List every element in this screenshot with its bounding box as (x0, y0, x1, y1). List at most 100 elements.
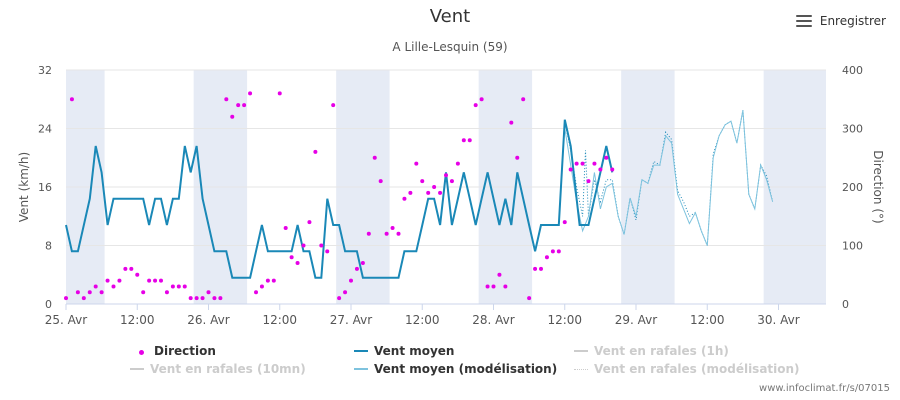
x-tick-label: 25. Avr (45, 313, 88, 327)
series-line-rafales-modelisation (564, 110, 774, 246)
direction-point (93, 284, 98, 289)
y-left-tick-label: 16 (38, 181, 52, 194)
direction-point (230, 114, 235, 119)
x-tick-label: 12:00 (262, 313, 297, 327)
direction-point (248, 91, 253, 96)
legend-label: Vent en rafales (10mn) (150, 362, 306, 376)
direction-point (188, 296, 193, 301)
direction-point (289, 255, 294, 260)
export-menu-label: Enregistrer (819, 14, 886, 28)
y-right-tick-label: 200 (842, 181, 863, 194)
direction-point (384, 231, 389, 236)
chart-title: Vent (429, 6, 471, 27)
direction-point (521, 97, 526, 102)
direction-point (141, 290, 146, 295)
x-tick-label: 28. Avr (472, 313, 515, 327)
legend-item-vent-moyen[interactable]: Vent moyen (354, 344, 454, 358)
series-line-vent-moyen-modelisation (564, 110, 774, 246)
legend-symbol-rafales-1h (574, 350, 588, 352)
direction-point (420, 179, 425, 184)
direction-point (533, 266, 538, 271)
direction-point (123, 266, 128, 271)
direction-point (438, 190, 443, 195)
direction-point (509, 120, 514, 125)
direction-point (366, 231, 371, 236)
direction-point (176, 284, 181, 289)
direction-point (283, 225, 288, 230)
direction-point (194, 296, 199, 301)
direction-point (360, 261, 365, 266)
direction-point (354, 266, 359, 271)
direction-point (586, 179, 591, 184)
direction-point (544, 255, 549, 260)
y-right-tick-label: 100 (842, 240, 863, 253)
direction-point (455, 161, 460, 166)
direction-point (159, 278, 163, 283)
direction-point (580, 161, 585, 166)
direction-point (87, 290, 92, 295)
direction-point (515, 155, 520, 160)
direction-point (473, 103, 478, 108)
direction-point (170, 284, 175, 289)
y-left-axis-title: Vent (km/h) (17, 152, 31, 222)
direction-point (497, 272, 502, 277)
x-tick-label: 12:00 (120, 313, 155, 327)
direction-point (75, 290, 80, 295)
direction-point (449, 179, 454, 184)
chart-subtitle: A Lille-Lesquin (59) (392, 40, 508, 54)
direction-point (610, 167, 615, 172)
x-tick-label: 12:00 (690, 313, 725, 327)
y-left-tick-label: 32 (38, 64, 52, 77)
legend-item-rafales-10mn[interactable]: Vent en rafales (10mn) (130, 362, 306, 376)
y-right-tick-label: 300 (842, 123, 863, 136)
x-tick-label: 27. Avr (330, 313, 373, 327)
direction-point (265, 278, 270, 283)
direction-point (426, 190, 431, 195)
direction-point (562, 220, 567, 225)
legend-symbol-rafales-model (574, 368, 588, 370)
legend-symbol-rafales-10mn (130, 368, 144, 370)
direction-point (164, 290, 169, 295)
direction-point (307, 220, 312, 225)
legend-label: Vent moyen (374, 344, 455, 358)
legend-label: Vent moyen (modélisation) (374, 362, 558, 376)
direction-point (503, 284, 508, 289)
direction-point (271, 278, 276, 283)
direction-point (200, 296, 205, 301)
legend-symbol-vent-moyen (354, 350, 368, 352)
direction-point (153, 278, 158, 283)
legend-item-direction[interactable]: Direction (134, 344, 216, 358)
legend-item-rafales-1h[interactable]: Vent en rafales (1h) (574, 344, 729, 358)
direction-point (592, 161, 597, 166)
direction-point (396, 231, 401, 236)
direction-point (598, 167, 603, 172)
direction-point (242, 103, 247, 108)
legend-item-rafales-model[interactable]: Vent en rafales (modélisation) (574, 362, 800, 376)
direction-point (485, 284, 490, 289)
direction-point (325, 249, 330, 254)
direction-point (301, 243, 306, 248)
credits-link[interactable]: www.infoclimat.fr/s/07015 (759, 383, 890, 394)
direction-point (69, 97, 74, 102)
export-menu-button[interactable]: Enregistrer (795, 14, 886, 28)
x-tick-label: 12:00 (547, 313, 582, 327)
direction-point (236, 103, 241, 108)
legend-label: Vent en rafales (1h) (594, 344, 729, 358)
direction-point (277, 91, 282, 96)
x-tick-label: 12:00 (405, 313, 440, 327)
direction-point (212, 296, 217, 301)
direction-point (556, 249, 561, 254)
direction-point (117, 278, 122, 283)
direction-point (568, 167, 573, 172)
direction-point (343, 290, 348, 295)
x-tick-label: 30. Avr (757, 313, 800, 327)
y-right-tick-label: 0 (842, 298, 849, 311)
direction-point (432, 185, 437, 189)
direction-point (408, 190, 413, 195)
direction-point (259, 284, 264, 289)
y-right-tick-label: 400 (842, 64, 863, 77)
legend-item-vent-moyen-model[interactable]: Vent moyen (modélisation) (354, 362, 557, 376)
direction-point (604, 155, 609, 160)
direction-point (206, 290, 211, 295)
